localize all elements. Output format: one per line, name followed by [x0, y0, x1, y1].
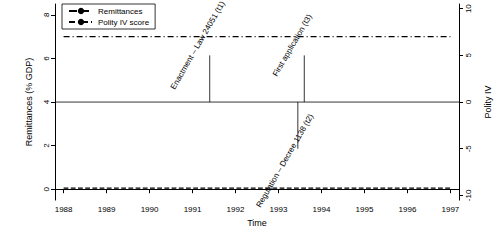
svg-text:0: 0: [42, 186, 51, 191]
svg-text:1993: 1993: [270, 205, 288, 214]
svg-text:1990: 1990: [141, 205, 159, 214]
svg-text:1988: 1988: [55, 205, 73, 214]
svg-text:Polity IV score: Polity IV score: [98, 18, 150, 27]
svg-text:First application (t3): First application (t3): [271, 12, 314, 78]
svg-text:1995: 1995: [356, 205, 374, 214]
svg-text:8: 8: [42, 12, 51, 17]
svg-text:Remittances: Remittances: [98, 7, 142, 16]
svg-text:Polity IV: Polity IV: [483, 86, 493, 119]
svg-text:Remittances (% GDP): Remittances (% GDP): [24, 58, 34, 147]
svg-text:-10: -10: [464, 189, 473, 201]
svg-text:4: 4: [42, 99, 51, 104]
svg-text:5: 5: [464, 53, 473, 58]
svg-text:1991: 1991: [184, 205, 202, 214]
svg-text:Regulation – Decree 1138 (t2): Regulation – Decree 1138 (t2): [254, 112, 315, 209]
svg-text:1992: 1992: [227, 205, 245, 214]
svg-text:10: 10: [464, 4, 473, 13]
svg-text:1994: 1994: [313, 205, 331, 214]
svg-text:-5: -5: [464, 145, 473, 153]
svg-text:0: 0: [464, 99, 473, 104]
svg-text:Time: Time: [247, 218, 267, 228]
svg-text:1996: 1996: [399, 205, 417, 214]
svg-text:1989: 1989: [98, 205, 116, 214]
svg-text:1997: 1997: [442, 205, 460, 214]
svg-text:Enactment – Law 24051 (t1): Enactment – Law 24051 (t1): [169, 0, 227, 91]
svg-text:6: 6: [42, 56, 51, 61]
svg-text:2: 2: [42, 143, 51, 148]
